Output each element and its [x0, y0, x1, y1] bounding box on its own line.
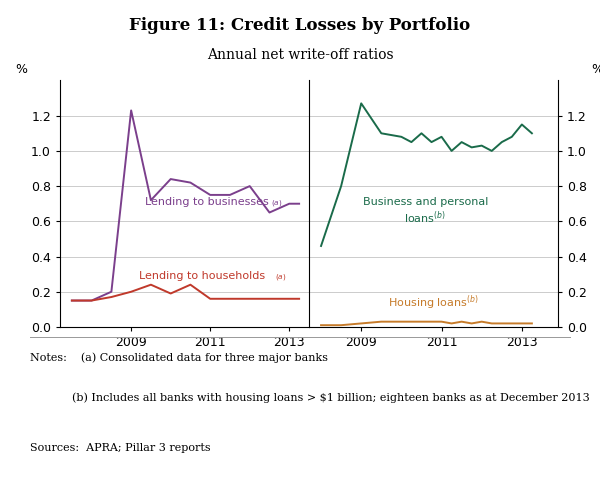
Text: Annual net write-off ratios: Annual net write-off ratios [206, 48, 394, 62]
Text: Lending to households: Lending to households [139, 271, 265, 281]
Text: Business and personal
loans$^{(b)}$: Business and personal loans$^{(b)}$ [363, 197, 488, 226]
Text: %: % [591, 62, 600, 75]
Text: Notes:    (a) Consolidated data for three major banks: Notes: (a) Consolidated data for three m… [30, 352, 328, 363]
Text: Housing loans$^{(b)}$: Housing loans$^{(b)}$ [388, 293, 479, 312]
Text: %: % [15, 62, 27, 75]
Text: $^{(a)}$: $^{(a)}$ [271, 201, 283, 211]
Text: Lending to businesses: Lending to businesses [145, 197, 269, 207]
Text: Figure 11: Credit Losses by Portfolio: Figure 11: Credit Losses by Portfolio [130, 17, 470, 34]
Text: Sources:  APRA; Pillar 3 reports: Sources: APRA; Pillar 3 reports [30, 443, 211, 453]
Text: (b) Includes all banks with housing loans > $1 billion; eighteen banks as at Dec: (b) Includes all banks with housing loan… [30, 392, 590, 403]
Text: $^{(a)}$: $^{(a)}$ [275, 275, 287, 285]
